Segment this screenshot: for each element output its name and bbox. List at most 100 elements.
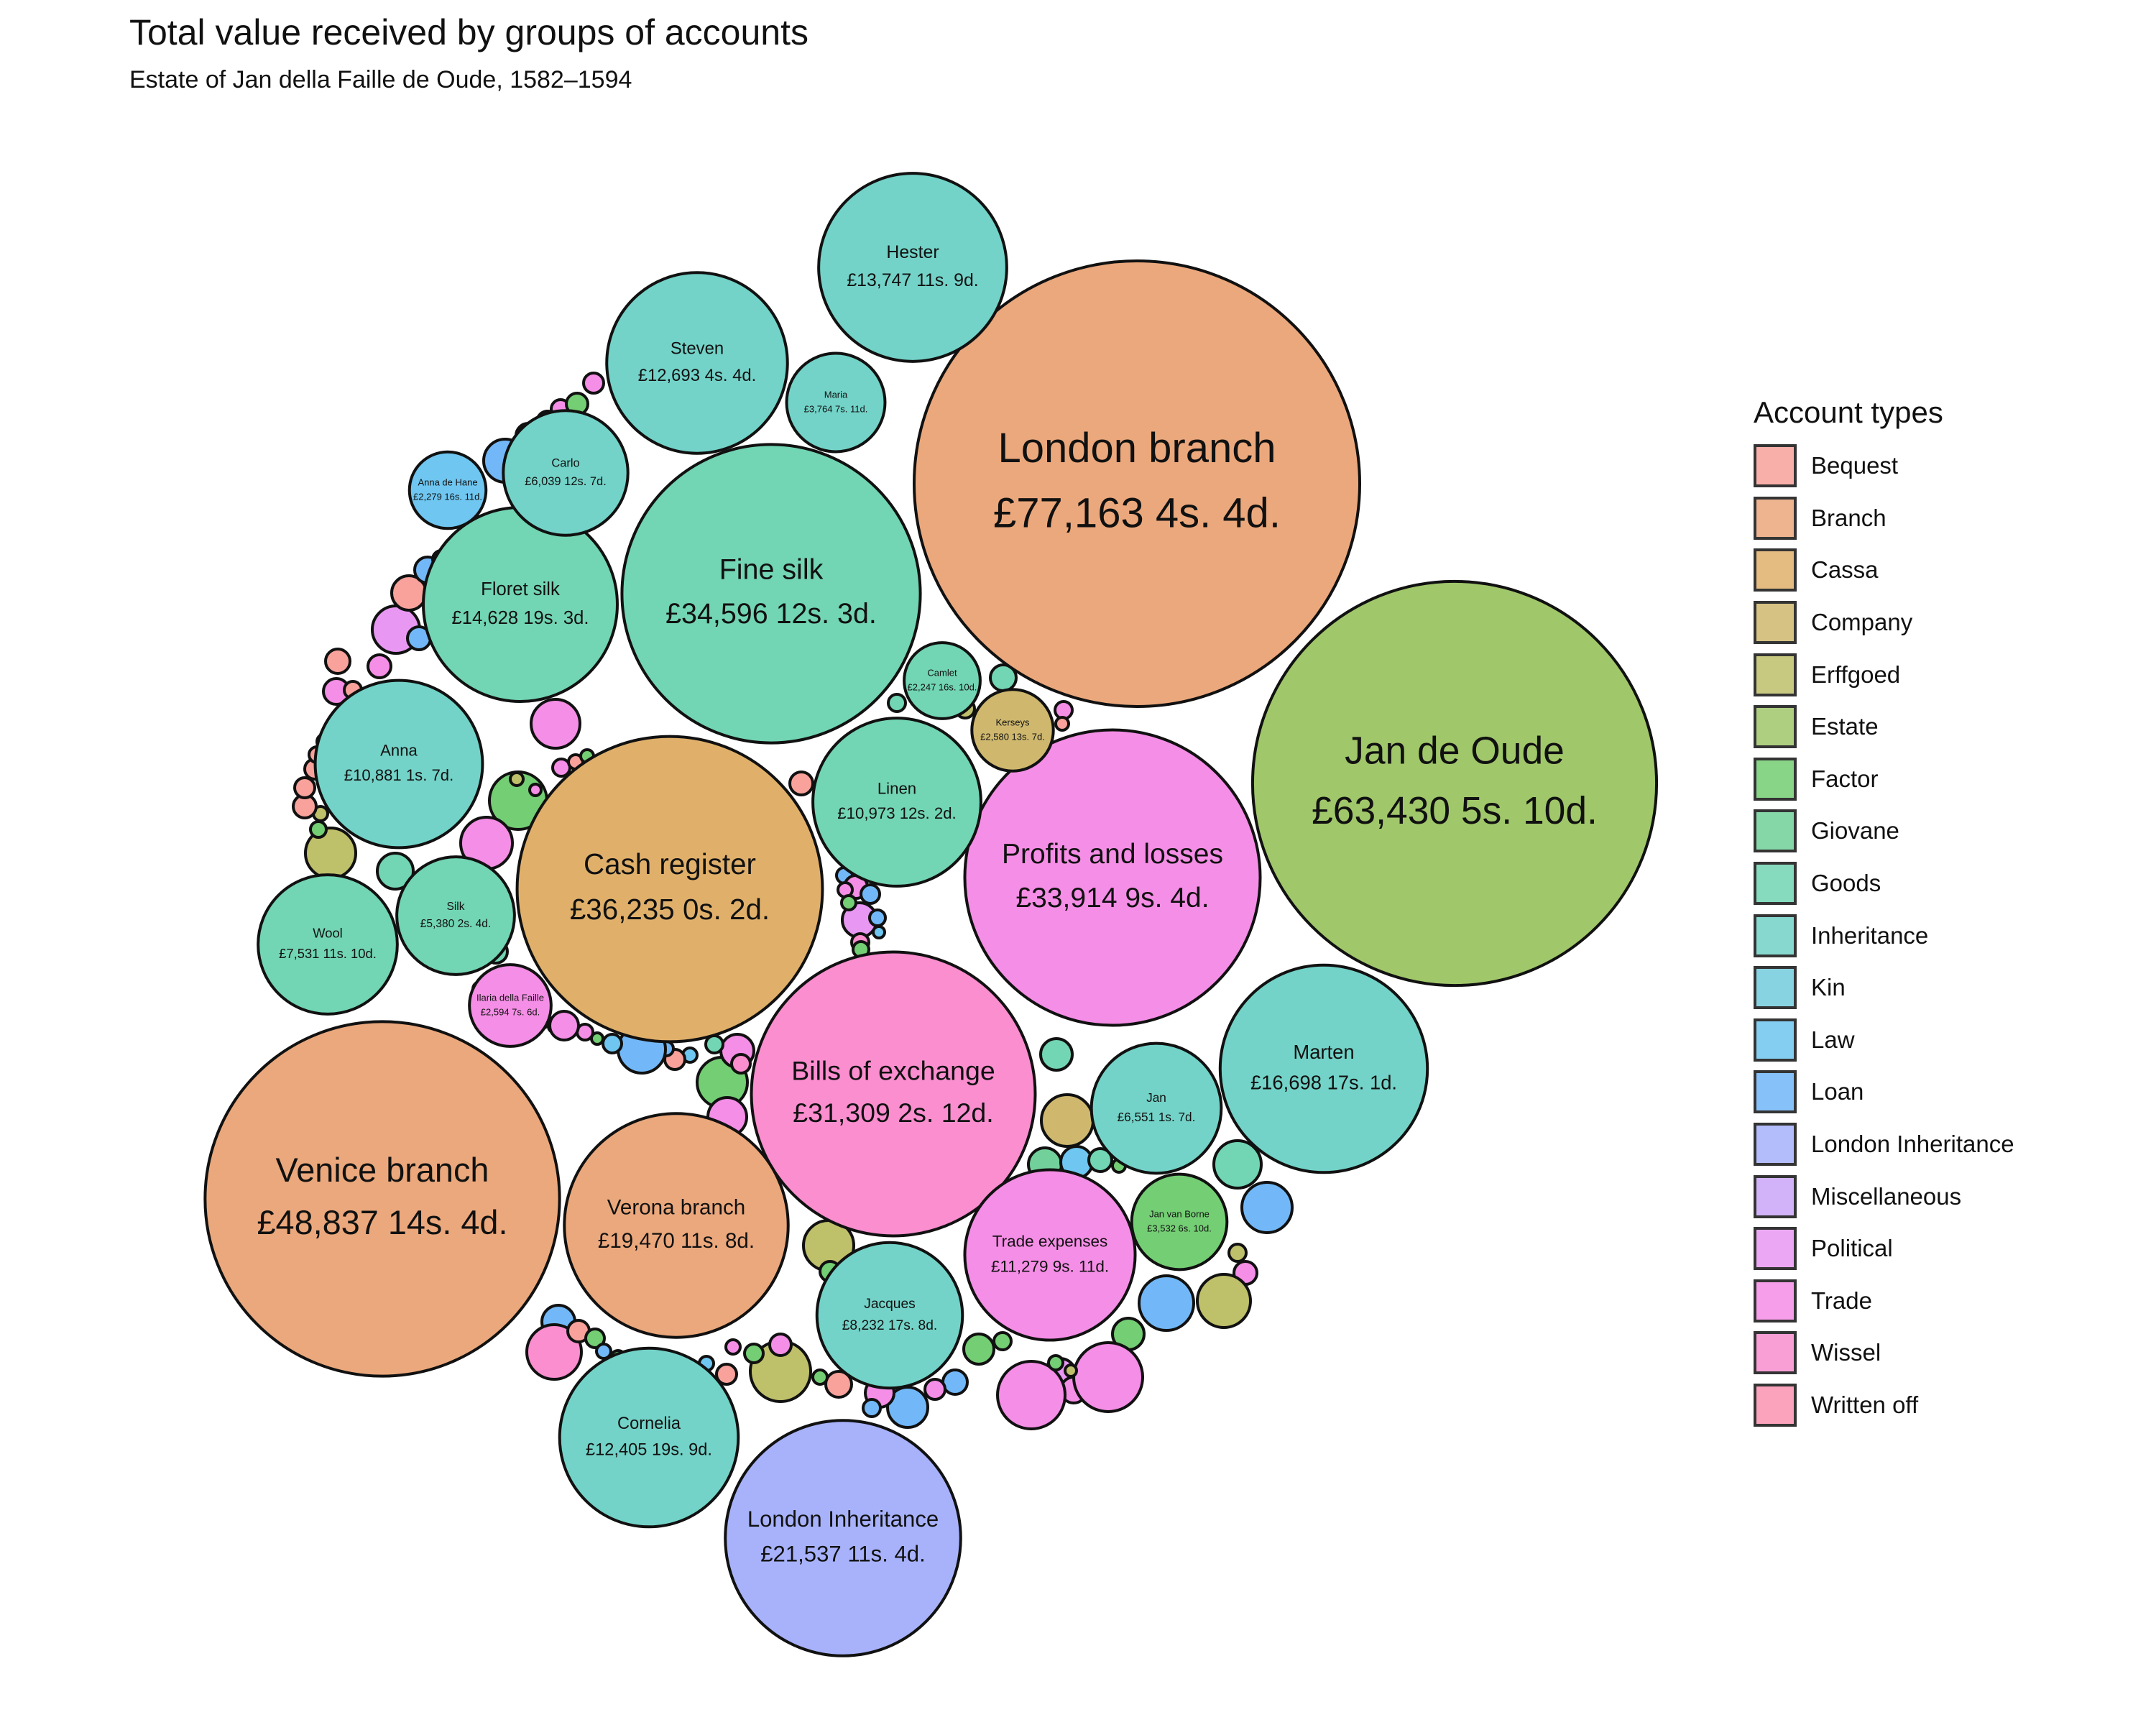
bubble-hester: Hester £13,747 11s. 9d. xyxy=(817,172,1008,363)
small-bubble xyxy=(724,1338,742,1356)
legend-item: Trade xyxy=(1754,1275,2014,1328)
legend-label: Kin xyxy=(1811,974,1846,1001)
small-bubble xyxy=(743,1343,765,1364)
small-bubble xyxy=(872,925,886,939)
small-bubble xyxy=(715,1363,738,1386)
bubble-value-label: £2,247 16s. 10d. xyxy=(908,682,977,693)
bubble-jan: Jan £6,551 1s. 7d. xyxy=(1089,1041,1223,1175)
legend-item: Estate xyxy=(1754,701,2014,753)
legend-item: Goods xyxy=(1754,857,2014,910)
small-bubble xyxy=(548,1010,580,1041)
small-bubble xyxy=(1087,1147,1113,1173)
small-bubble xyxy=(788,770,814,796)
bubble-value-label: £2,580 13s. 7d. xyxy=(980,732,1045,742)
bubble-name-label: Floret silk xyxy=(481,579,560,599)
small-bubble xyxy=(860,883,881,905)
bubble-name-label: Profits and losses xyxy=(1002,839,1223,870)
bubble-value-label: £19,470 11s. 8d. xyxy=(598,1229,755,1253)
bubble-value-label: £3,764 7s. 11d. xyxy=(804,404,868,415)
small-bubble xyxy=(367,653,392,679)
bubble-name-label: Ilaria della Faille xyxy=(476,992,544,1003)
legend-swatch xyxy=(1754,1227,1797,1271)
bubble-circle xyxy=(724,1419,962,1657)
bubble-value-label: £10,973 12s. 2d. xyxy=(837,804,956,822)
bubble-value-label: £7,531 11s. 10d. xyxy=(279,946,377,961)
small-bubble xyxy=(324,648,351,675)
legend-item: Erffgoed xyxy=(1754,648,2014,701)
bubble-circle xyxy=(912,259,1362,709)
bubble-silk: Silk £5,380 2s. 4d. xyxy=(395,855,516,976)
bubble-camlet: Camlet £2,247 16s. 10d. xyxy=(903,641,982,720)
bubble-value-label: £3,532 6s. 10d. xyxy=(1147,1223,1212,1234)
bubble-value-label: £12,693 4s. 4d. xyxy=(638,366,757,385)
bubble-circle xyxy=(963,1168,1137,1342)
bubble-value-label: £10,881 1s. 7d. xyxy=(344,766,453,784)
bubble-name-label: Fine silk xyxy=(719,554,824,586)
legend-swatch xyxy=(1754,705,1797,749)
bubble-circle xyxy=(1089,1041,1223,1175)
legend-label: Law xyxy=(1811,1026,1855,1053)
small-bubble xyxy=(376,852,415,891)
small-bubble xyxy=(1039,1037,1074,1072)
legend-label: Goods xyxy=(1811,870,1881,897)
legend-title: Account types xyxy=(1754,395,1943,429)
bubble-name-label: Wool xyxy=(313,926,343,941)
bubble-circle xyxy=(257,873,399,1016)
legend-label: Factor xyxy=(1811,765,1879,792)
bubble-name-label: Hester xyxy=(886,242,939,262)
bubble-carlo: Carlo £6,039 12s. 7d. xyxy=(502,409,630,537)
bubble-value-label: £34,596 12s. 3d. xyxy=(665,598,877,630)
small-bubble xyxy=(509,771,525,787)
bubble-name-label: London branch xyxy=(998,425,1276,472)
small-bubble xyxy=(868,908,887,927)
legend-item: London Inheritance xyxy=(1754,1118,2014,1171)
bubble-name-label: Jan van Borne xyxy=(1149,1208,1210,1219)
small-bubble xyxy=(530,698,581,750)
small-bubble xyxy=(962,1333,995,1366)
bubble-circle xyxy=(605,271,789,455)
legend-swatch xyxy=(1754,1279,1797,1322)
bubble-wool: Wool £7,531 11s. 10d. xyxy=(257,873,399,1016)
bubble-steven: Steven £12,693 4s. 4d. xyxy=(605,271,789,455)
bubble-value-label: £12,405 19s. 9d. xyxy=(586,1441,712,1460)
small-bubble xyxy=(1054,716,1070,732)
bubble-name-label: Bills of exchange xyxy=(791,1056,995,1086)
bubble-name-label: Trade expenses xyxy=(992,1232,1108,1250)
legend-swatch xyxy=(1754,1174,1797,1218)
legend-item: Factor xyxy=(1754,753,2014,806)
bubble-anna: Anna £10,881 1s. 7d. xyxy=(313,678,484,850)
bubble-linen: Linen £10,973 12s. 2d. xyxy=(811,717,982,888)
bubble-value-label: £6,039 12s. 7d. xyxy=(525,475,607,488)
bubble-trade-expenses: Trade expenses £11,279 9s. 11d. xyxy=(963,1168,1137,1342)
bubble-circle xyxy=(1130,1172,1229,1271)
legend-item: Inheritance xyxy=(1754,909,2014,962)
bubble-name-label: Camlet xyxy=(927,667,957,678)
legend-label: Cassa xyxy=(1811,556,1879,584)
bubble-london-inheritance: London Inheritance £21,537 11s. 4d. xyxy=(724,1419,962,1657)
legend-swatch xyxy=(1754,809,1797,853)
bubble-kerseys: Kerseys £2,580 13s. 7d. xyxy=(970,688,1055,773)
bubble-value-label: £36,235 0s. 2d. xyxy=(570,893,770,926)
bubble-circle xyxy=(468,963,553,1048)
bubble-name-label: Kerseys xyxy=(996,717,1030,727)
legend-item: Political xyxy=(1754,1223,2014,1275)
legend-swatch xyxy=(1754,1383,1797,1427)
legend-label: Wissel xyxy=(1811,1339,1881,1366)
bubble-circle xyxy=(502,409,630,537)
legend-item: Branch xyxy=(1754,492,2014,545)
legend-swatch xyxy=(1754,862,1797,906)
small-bubble xyxy=(730,1053,752,1075)
bubble-circle xyxy=(515,735,824,1044)
bubble-cash-register: Cash register £36,235 0s. 2d. xyxy=(515,735,824,1044)
legend-swatch xyxy=(1754,601,1797,645)
small-bubble xyxy=(996,1360,1067,1430)
small-bubble xyxy=(525,1323,583,1381)
legend-items: Bequest Branch Cassa Company Erffgoed Estate F… xyxy=(1754,440,2014,1431)
bubble-fine-silk: Fine silk £34,596 12s. 3d. xyxy=(620,443,922,745)
bubble-circle xyxy=(558,1346,740,1529)
legend-swatch xyxy=(1754,966,1797,1010)
bubble-circle xyxy=(785,351,887,454)
small-bubble xyxy=(811,1368,829,1386)
small-bubble xyxy=(941,1368,969,1396)
